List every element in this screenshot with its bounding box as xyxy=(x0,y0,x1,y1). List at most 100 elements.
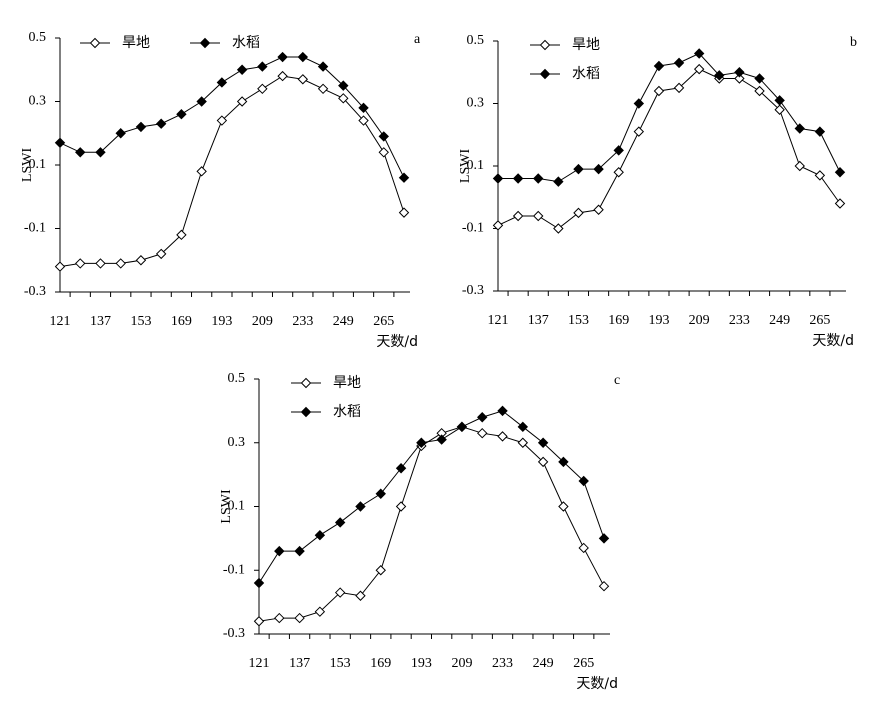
data-point xyxy=(598,533,610,544)
data-point xyxy=(477,412,488,423)
legend-label: 旱地 xyxy=(122,35,150,51)
data-point xyxy=(338,80,349,91)
y-tick-label: -0.1 xyxy=(223,562,245,577)
x-tick-label: 265 xyxy=(809,313,830,328)
data-point xyxy=(334,517,346,528)
y-tick-label: -0.3 xyxy=(24,284,46,299)
data-point xyxy=(176,108,187,120)
legend-label: 旱地 xyxy=(572,37,600,53)
data-point xyxy=(135,121,147,133)
x-tick-label: 209 xyxy=(689,313,710,328)
data-point xyxy=(477,427,488,439)
data-point xyxy=(497,405,508,417)
x-tick-label: 265 xyxy=(573,656,594,671)
data-point xyxy=(398,207,410,218)
x-tick-label: 121 xyxy=(50,314,71,329)
data-point xyxy=(317,83,329,95)
x-tick-label: 249 xyxy=(533,656,554,671)
data-point xyxy=(358,102,369,114)
data-point xyxy=(578,542,589,554)
x-tick-label: 153 xyxy=(130,314,151,329)
legend-label: 水稻 xyxy=(232,35,260,51)
legend-label: 水稻 xyxy=(333,404,361,420)
data-point xyxy=(834,198,846,209)
x-tick-label: 169 xyxy=(608,313,629,328)
y-axis-label: LSWI xyxy=(219,489,234,524)
data-point xyxy=(95,147,106,158)
data-point xyxy=(378,131,389,142)
data-point xyxy=(176,229,187,241)
legend-marker xyxy=(300,377,312,389)
x-tick-label: 153 xyxy=(330,656,351,671)
x-axis-label: 天数/d xyxy=(576,676,618,692)
x-tick-label: 193 xyxy=(411,656,432,671)
y-tick-label: 0.3 xyxy=(228,435,246,450)
data-point xyxy=(558,456,569,468)
data-point xyxy=(814,170,826,181)
data-point xyxy=(257,83,268,95)
data-point xyxy=(257,61,268,72)
data-point xyxy=(492,220,504,231)
data-point xyxy=(673,82,685,94)
data-point xyxy=(75,147,86,158)
data-point xyxy=(75,258,86,269)
data-point xyxy=(693,48,705,59)
data-point xyxy=(314,606,326,617)
data-point xyxy=(537,437,549,448)
y-tick-label: -0.3 xyxy=(462,283,484,298)
data-point xyxy=(297,74,309,85)
x-tick-label: 265 xyxy=(373,314,394,329)
data-point xyxy=(277,51,288,63)
data-point xyxy=(54,261,66,272)
data-point xyxy=(54,137,66,148)
data-point xyxy=(734,73,745,84)
data-point xyxy=(277,70,288,82)
data-point xyxy=(115,128,126,139)
data-point xyxy=(517,421,529,433)
y-tick-label: 0.5 xyxy=(29,30,47,45)
data-point xyxy=(673,57,685,69)
data-point xyxy=(253,616,265,627)
series-line xyxy=(59,56,405,178)
legend-marker xyxy=(89,37,101,49)
data-point xyxy=(512,173,524,184)
x-tick-label: 209 xyxy=(252,314,273,329)
panel-label: b xyxy=(850,35,857,50)
data-point xyxy=(633,98,645,109)
data-point xyxy=(155,118,167,129)
data-point xyxy=(558,501,569,512)
y-tick-label: 0.3 xyxy=(29,94,47,109)
x-tick-label: 193 xyxy=(648,313,669,328)
data-point xyxy=(436,434,447,445)
data-point xyxy=(155,248,167,260)
data-point xyxy=(395,501,407,512)
data-point xyxy=(578,475,589,487)
legend-marker xyxy=(539,39,551,51)
panel-label: a xyxy=(414,32,421,47)
x-tick-label: 233 xyxy=(292,314,313,329)
y-tick-label: -0.1 xyxy=(462,221,484,236)
data-point xyxy=(274,612,285,624)
x-tick-label: 249 xyxy=(333,314,354,329)
x-tick-label: 121 xyxy=(488,313,509,328)
x-tick-label: 193 xyxy=(211,314,232,329)
y-axis-label: LSWI xyxy=(20,148,35,183)
data-point xyxy=(492,173,504,184)
y-tick-label: -0.3 xyxy=(223,626,245,641)
legend-marker xyxy=(199,37,211,49)
series-line xyxy=(258,426,605,622)
data-point xyxy=(375,565,386,576)
data-point xyxy=(774,95,785,106)
data-point xyxy=(358,115,369,126)
y-tick-label: -0.1 xyxy=(24,221,46,236)
series-line xyxy=(498,52,841,183)
y-tick-label: 0.1 xyxy=(29,157,47,172)
data-point xyxy=(693,63,705,75)
x-tick-label: 233 xyxy=(729,313,750,328)
y-axis-label: LSWI xyxy=(458,149,473,184)
x-tick-label: 249 xyxy=(769,313,790,328)
x-tick-label: 209 xyxy=(451,656,472,671)
data-point xyxy=(375,488,386,499)
data-point xyxy=(294,612,305,624)
